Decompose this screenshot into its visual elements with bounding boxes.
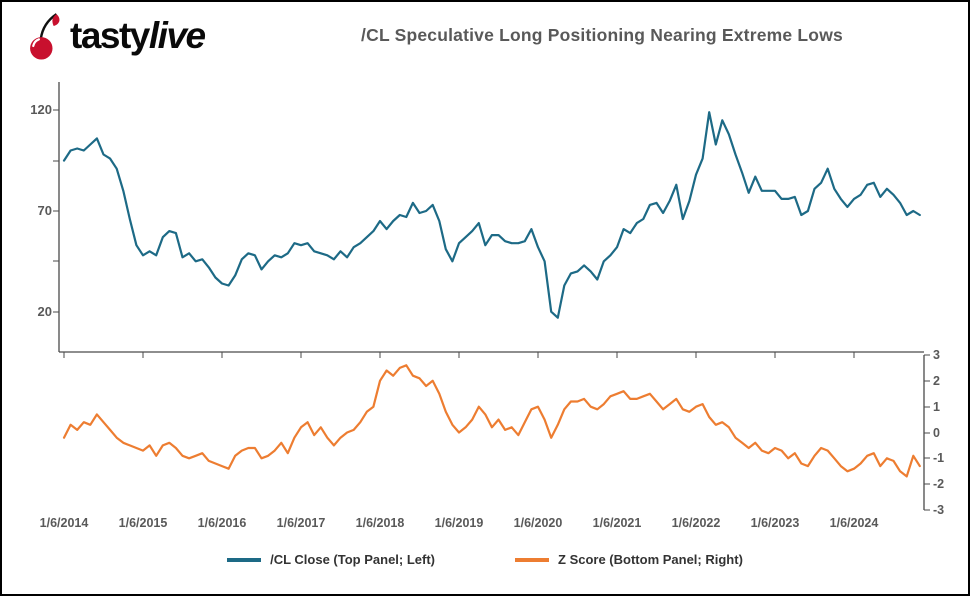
right-axis-tick-label: -3 <box>933 503 945 517</box>
x-axis-tick-label: 1/6/2015 <box>118 516 168 530</box>
x-axis-tick-label: 1/6/2016 <box>197 516 247 530</box>
cl-close-line-sample <box>227 557 262 562</box>
tastylive-wordmark: tastylive <box>70 10 206 62</box>
legend-label-z-score: Z Score (Bottom Panel; Right) <box>558 552 743 567</box>
legend-label-cl-close: /CL Close (Top Panel; Left) <box>270 552 436 567</box>
left-axis-tick-label: 120 <box>30 102 52 117</box>
x-axis-tick-label: 1/6/2023 <box>750 516 800 530</box>
left-axis-tick-label: 70 <box>37 203 52 218</box>
x-axis-tick-label: 1/6/2017 <box>276 516 326 530</box>
wordmark-tasty: tasty <box>70 15 150 56</box>
x-axis-tick-label: 1/6/2022 <box>671 516 721 530</box>
cherry-icon <box>30 13 60 60</box>
legend-item-z-score: Z Score (Bottom Panel; Right) <box>515 552 743 567</box>
z-score-line-sample <box>515 557 550 562</box>
wordmark-live: live <box>148 15 206 56</box>
x-axis-tick-label: 1/6/2018 <box>355 516 405 530</box>
right-axis-tick-label: -2 <box>933 477 945 491</box>
right-axis-tick-label: 0 <box>933 426 940 440</box>
right-axis-tick-label: 2 <box>933 374 940 388</box>
legend: /CL Close (Top Panel; Left) Z Score (Bot… <box>2 552 968 567</box>
left-axis-tick-label: 20 <box>37 304 52 319</box>
right-axis-tick-label: 3 <box>933 348 940 362</box>
cl-close-line <box>62 111 921 319</box>
right-axis-tick-label: -1 <box>933 451 945 465</box>
right-axis-tick-label: 1 <box>933 400 940 414</box>
legend-item-cl-close: /CL Close (Top Panel; Left) <box>227 552 435 567</box>
x-axis-tick-label: 1/6/2014 <box>39 516 89 530</box>
x-axis-tick-label: 1/6/2020 <box>513 516 563 530</box>
x-axis-tick-label: 1/6/2024 <box>829 516 879 530</box>
z-score-line <box>62 364 921 478</box>
x-axis-tick-label: 1/6/2021 <box>592 516 642 530</box>
tastylive-logo: tastylive <box>28 10 206 62</box>
chart-title: /CL Speculative Long Positioning Nearing… <box>361 25 843 45</box>
x-axis-tick-label: 1/6/2019 <box>434 516 484 530</box>
